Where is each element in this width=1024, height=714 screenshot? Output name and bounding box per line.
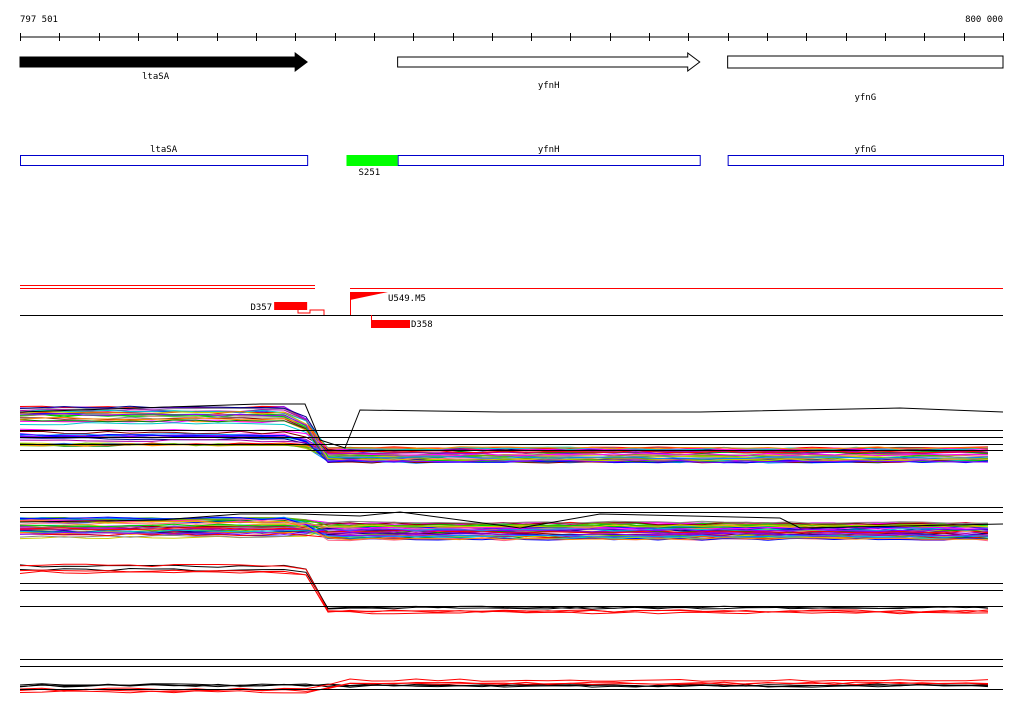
gene-track: ltaSA yfnH yfnG — [19, 52, 1004, 103]
feature-track: D357 U549.M5 D358 — [20, 285, 1003, 330]
feature-label: U549.M5 — [388, 294, 426, 304]
profile-line — [19, 433, 989, 460]
gene-arrow — [727, 55, 1004, 69]
profile-line — [19, 683, 989, 688]
gene-label: yfnG — [854, 93, 876, 103]
profile-line — [19, 411, 989, 462]
profile-line — [19, 435, 989, 451]
gene-label: yfnH — [538, 81, 560, 91]
annotation-label: yfnG — [854, 145, 876, 155]
profile-line — [19, 684, 989, 688]
profile-line — [19, 564, 989, 610]
gene-arrow — [19, 52, 308, 72]
segment-step — [297, 309, 325, 315]
profile-line — [19, 528, 989, 535]
profile-line — [19, 438, 989, 454]
profile-line — [19, 520, 989, 541]
profile-line — [19, 519, 989, 531]
annotation-box — [20, 155, 309, 166]
annotation-track: ltaSA yfnH yfnG S251 — [20, 145, 1004, 178]
gene-arrow — [397, 52, 701, 72]
ruler-end-label: 800 000 — [965, 15, 1003, 25]
profile-line — [19, 567, 989, 610]
position-ruler — [20, 33, 1004, 41]
profile-line — [19, 681, 989, 694]
annotation-label: yfnH — [538, 145, 560, 155]
profile-line — [19, 416, 989, 450]
feature-box — [371, 320, 410, 328]
profile-line — [19, 527, 989, 534]
profile-line — [20, 433, 989, 464]
profile-tracks — [19, 403, 1004, 694]
feature-label: D357 — [250, 303, 272, 313]
ruler-start-label: 797 501 — [20, 15, 58, 25]
profile-line — [19, 570, 989, 615]
profile-line — [19, 412, 989, 463]
probe-label: S251 — [358, 168, 380, 178]
profile-line — [19, 409, 989, 451]
gene-label: ltaSA — [142, 72, 170, 82]
feature-flag — [350, 292, 388, 300]
profile-line — [19, 511, 1004, 529]
feature-box — [274, 302, 308, 310]
profile-line — [19, 527, 989, 535]
profile-line — [19, 520, 989, 529]
probe-box — [346, 155, 398, 166]
annotation-label: ltaSA — [150, 145, 178, 155]
feature-label: D358 — [411, 320, 433, 330]
annotation-box — [727, 155, 1004, 166]
annotation-box — [397, 155, 701, 166]
profile-line — [19, 569, 989, 613]
profile-line — [19, 563, 989, 613]
profile-line — [19, 403, 1004, 449]
profile-line — [19, 681, 989, 692]
